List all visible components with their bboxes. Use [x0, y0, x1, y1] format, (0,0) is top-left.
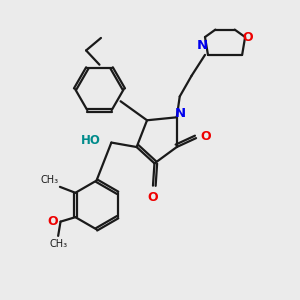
Text: O: O [148, 191, 158, 204]
Text: HO: HO [81, 134, 101, 147]
Text: O: O [47, 215, 58, 228]
Text: O: O [243, 31, 254, 44]
Text: CH₃: CH₃ [40, 175, 58, 185]
Text: CH₃: CH₃ [49, 239, 67, 249]
Text: N: N [175, 107, 186, 120]
Text: O: O [200, 130, 211, 143]
Text: N: N [196, 40, 208, 52]
